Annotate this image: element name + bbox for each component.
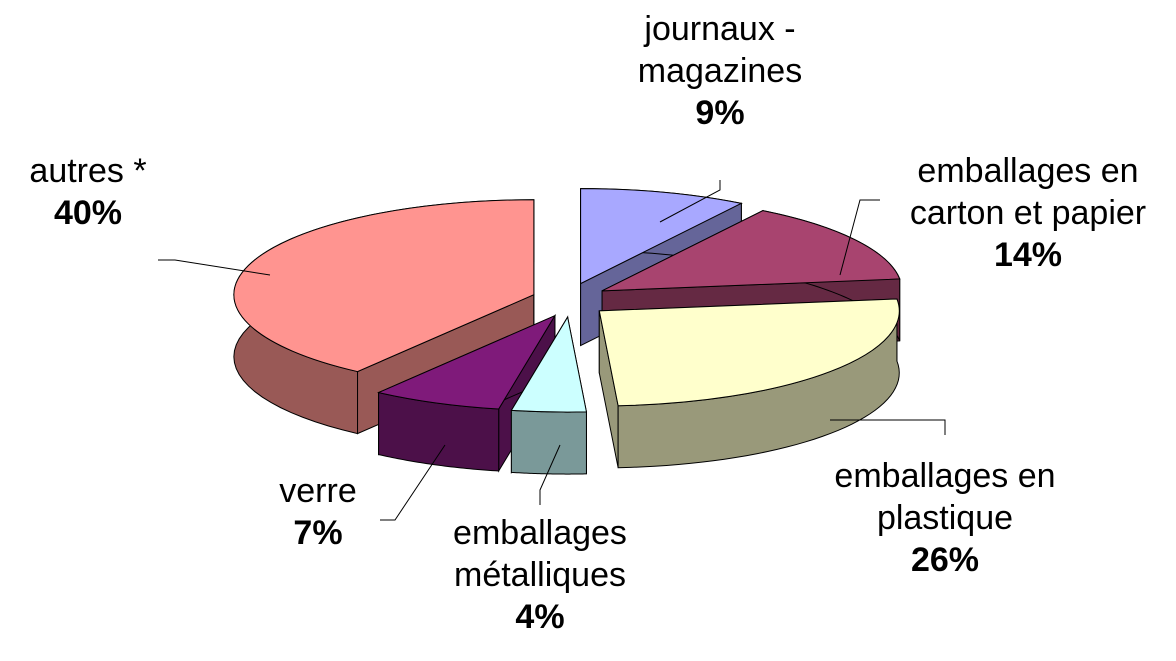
category-label: emballages en carton et papier [878,150,1176,234]
category-label: emballages métalliques [425,512,655,596]
slice [599,299,899,468]
value-label: 26% [810,539,1080,581]
value-label: 7% [243,512,393,554]
value-label: 40% [0,192,198,234]
chart: journaux - magazines9% emballages en cart… [0,0,1176,661]
category-label: autres * [0,150,198,192]
value-label: 4% [425,596,655,638]
value-label: 9% [605,92,835,134]
slice-side [511,410,586,474]
value-label: 14% [878,234,1176,276]
category-label: journaux - magazines [605,8,835,92]
category-label: verre [243,470,393,512]
category-label: emballages en plastique [810,455,1080,539]
slice-label: autres *40% [0,150,198,234]
